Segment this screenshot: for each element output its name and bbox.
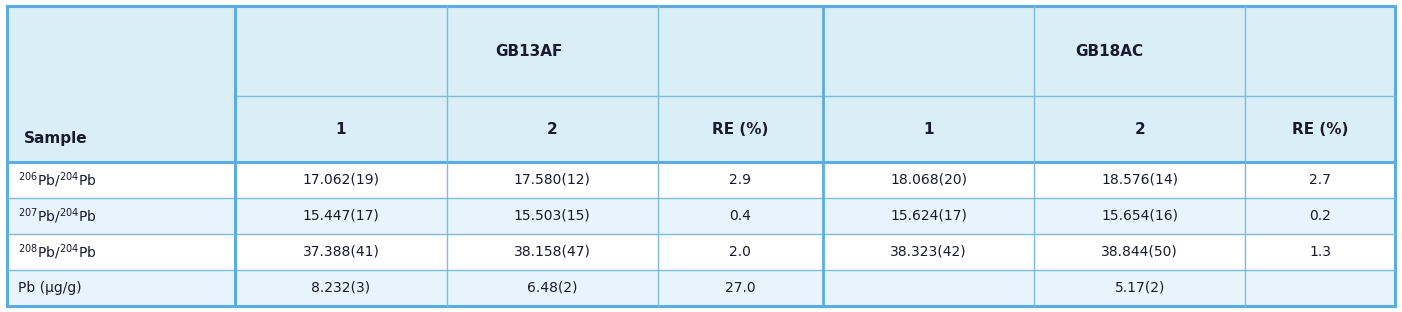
Text: GB13AF: GB13AF <box>495 44 562 59</box>
Text: 38.158(47): 38.158(47) <box>513 245 590 259</box>
Bar <box>236 6 823 96</box>
Bar <box>823 96 1035 162</box>
Text: 15.503(15): 15.503(15) <box>513 209 590 223</box>
Text: $^{208}$Pb/$^{204}$Pb: $^{208}$Pb/$^{204}$Pb <box>18 242 97 262</box>
Text: 15.447(17): 15.447(17) <box>303 209 380 223</box>
Text: 2.0: 2.0 <box>729 245 751 259</box>
Text: RE (%): RE (%) <box>1293 122 1349 137</box>
Text: 15.624(17): 15.624(17) <box>890 209 967 223</box>
Text: 38.844(50): 38.844(50) <box>1102 245 1178 259</box>
Text: 2.7: 2.7 <box>1309 173 1330 187</box>
Text: 17.580(12): 17.580(12) <box>513 173 590 187</box>
Text: 2.9: 2.9 <box>729 173 751 187</box>
Text: 27.0: 27.0 <box>725 281 756 295</box>
Text: 37.388(41): 37.388(41) <box>303 245 380 259</box>
Text: Pb (μg/g): Pb (μg/g) <box>18 281 81 295</box>
Text: $^{207}$Pb/$^{204}$Pb: $^{207}$Pb/$^{204}$Pb <box>18 206 97 226</box>
Bar <box>7 162 1395 198</box>
Text: 0.2: 0.2 <box>1309 209 1330 223</box>
Text: GB18AC: GB18AC <box>1075 44 1143 59</box>
Text: 15.654(16): 15.654(16) <box>1101 209 1178 223</box>
Bar <box>7 198 1395 234</box>
Bar <box>1035 96 1245 162</box>
Text: 38.323(42): 38.323(42) <box>890 245 967 259</box>
Bar <box>7 234 1395 270</box>
Text: 0.4: 0.4 <box>729 209 751 223</box>
Bar <box>7 270 1395 306</box>
Text: 2: 2 <box>547 122 558 137</box>
Text: 17.062(19): 17.062(19) <box>303 173 380 187</box>
Bar <box>658 96 823 162</box>
Bar <box>1245 96 1395 162</box>
Text: 1: 1 <box>335 122 346 137</box>
Text: 18.576(14): 18.576(14) <box>1101 173 1178 187</box>
Text: Sample: Sample <box>24 131 87 146</box>
Text: 6.48(2): 6.48(2) <box>527 281 578 295</box>
Bar <box>7 6 236 162</box>
Text: 8.232(3): 8.232(3) <box>311 281 370 295</box>
Bar <box>447 96 658 162</box>
Text: $^{206}$Pb/$^{204}$Pb: $^{206}$Pb/$^{204}$Pb <box>18 170 97 190</box>
Text: 18.068(20): 18.068(20) <box>890 173 967 187</box>
Text: RE (%): RE (%) <box>712 122 768 137</box>
Bar <box>236 96 447 162</box>
Text: 1.3: 1.3 <box>1309 245 1330 259</box>
Text: 5.17(2): 5.17(2) <box>1115 281 1165 295</box>
Text: 1: 1 <box>924 122 934 137</box>
Bar <box>823 6 1395 96</box>
Text: 2: 2 <box>1134 122 1145 137</box>
